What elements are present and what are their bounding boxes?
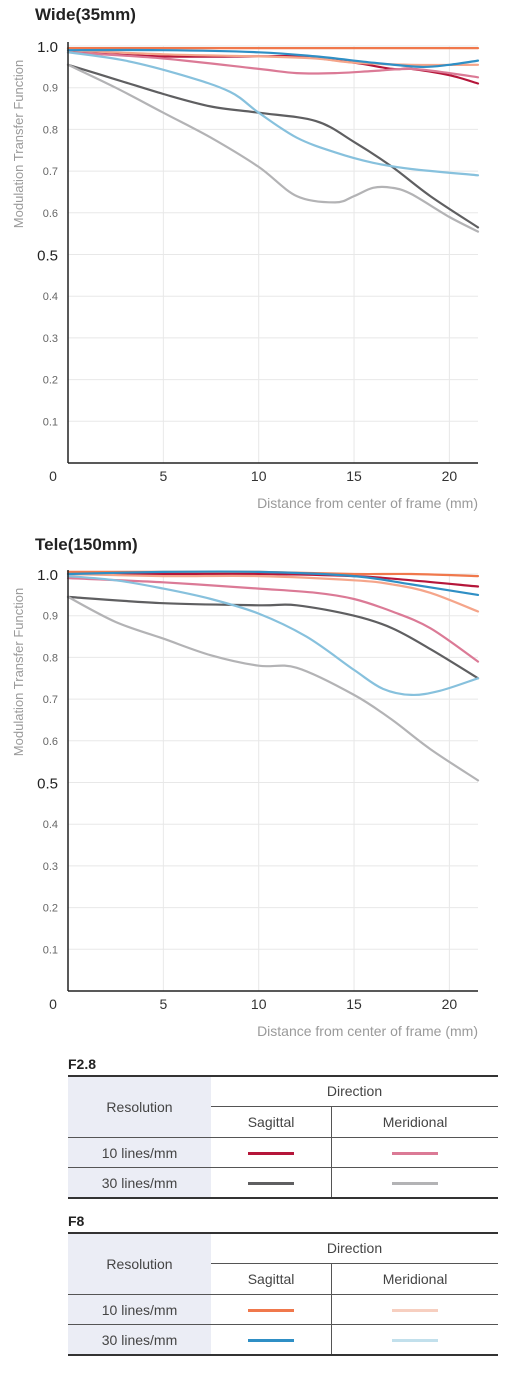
series-line-f8-10-mer xyxy=(66,572,480,613)
series-line-f8-30-mer xyxy=(66,51,480,177)
meridional-header: Meridional xyxy=(331,1263,498,1296)
grid xyxy=(68,45,478,463)
x-tick-label: 0 xyxy=(49,468,57,484)
row-label: 10 lines/mm xyxy=(68,1294,211,1325)
x-axis-label: Distance from center of frame (mm) xyxy=(257,495,478,511)
y-tick-label: 0.1 xyxy=(43,416,58,428)
row-label: 30 lines/mm xyxy=(68,1167,211,1199)
y-axis-label: Modulation Transfer Function xyxy=(11,588,26,756)
x-tick-label: 5 xyxy=(159,468,167,484)
axes xyxy=(67,42,478,464)
series-line-f28-10-sag xyxy=(66,572,480,588)
series-lines xyxy=(66,570,480,782)
tele-mtf-chart: Tele(150mm) 0.1 0.2 0.3 0.4 0.5 0.6 0.7 0.8 0.9 1… xyxy=(11,535,480,1039)
y-tick-label: 0.8 xyxy=(43,124,58,136)
x-tick-label: 20 xyxy=(442,996,458,1012)
x-tick-label: 0 xyxy=(49,996,57,1012)
sagittal-swatch xyxy=(248,1182,295,1186)
series-line-f28-10-mer xyxy=(66,51,480,79)
y-tick-label: 1.0 xyxy=(37,567,58,584)
x-axis-label: Distance from center of frame (mm) xyxy=(257,1023,478,1039)
y-tick-label: 0.9 xyxy=(43,83,58,95)
legend-row: 30 lines/mm xyxy=(68,1324,498,1356)
meridional-swatch xyxy=(392,1339,439,1343)
series-line-f8-30-sag xyxy=(66,48,480,69)
y-tick-label: 0.6 xyxy=(43,736,58,748)
y-tick-label: 0.3 xyxy=(43,333,58,345)
sagittal-swatch xyxy=(248,1339,295,1343)
series-line-f28-10-mer xyxy=(66,577,480,663)
meridional-swatch xyxy=(392,1152,439,1156)
y-tick-label: 0.6 xyxy=(43,208,58,220)
y-tick-label: 0.4 xyxy=(43,819,58,831)
legend-f8: F8 Resolution Direction Sagittal Meridio… xyxy=(68,1212,498,1356)
x-tick-label: 15 xyxy=(346,996,362,1012)
meridional-swatch xyxy=(392,1182,439,1186)
y-tick-label: 1.0 xyxy=(37,39,58,56)
y-tick-label: 0.8 xyxy=(43,652,58,664)
sagittal-swatch xyxy=(248,1152,295,1156)
x-tick-label: 10 xyxy=(251,996,267,1012)
chart-title: Wide(35mm) xyxy=(35,5,136,24)
legend-table: Resolution Direction Sagittal Meridional… xyxy=(68,1232,498,1356)
row-label: 10 lines/mm xyxy=(68,1137,211,1168)
resolution-header: Resolution xyxy=(68,1233,211,1295)
meridional-header: Meridional xyxy=(331,1106,498,1139)
x-tick-label: 5 xyxy=(159,996,167,1012)
legend-title: F2.8 xyxy=(68,1056,97,1072)
chart-title: Tele(150mm) xyxy=(35,535,138,554)
y-tick-label: 0.3 xyxy=(43,861,58,873)
legend-title: F8 xyxy=(68,1213,85,1229)
direction-header: Direction xyxy=(211,1233,498,1264)
y-tick-label: 0.2 xyxy=(43,903,58,915)
meridional-swatch xyxy=(392,1309,439,1313)
series-line-f28-30-sag xyxy=(66,595,480,680)
sagittal-swatch xyxy=(248,1309,295,1313)
sagittal-header: Sagittal xyxy=(211,1263,333,1296)
legend-row: 30 lines/mm xyxy=(68,1167,498,1199)
y-tick-label: 0.4 xyxy=(43,291,58,303)
wide-mtf-chart: Wide(35mm) 0.1 0.2 0.3 0.4 0.5 0.6 0.7 0.8 0.9 1.… xyxy=(11,5,480,511)
x-tick-label: 15 xyxy=(346,468,362,484)
series-line-f8-10-mer xyxy=(66,49,480,67)
series-line-f8-30-sag xyxy=(66,570,480,596)
y-axis-label: Modulation Transfer Function xyxy=(11,60,26,228)
tick-labels: 0.1 0.2 0.3 0.4 0.5 0.6 0.7 0.8 0.9 1.0 0 5 10 15 20 xyxy=(37,567,457,1012)
sagittal-header: Sagittal xyxy=(211,1106,333,1139)
series-line-f8-30-mer xyxy=(66,575,480,697)
series-line-f28-30-mer xyxy=(66,63,480,233)
x-tick-label: 20 xyxy=(442,468,458,484)
grid xyxy=(68,573,478,991)
series-lines xyxy=(66,46,480,233)
legend-f28: F2.8 Resolution Direction Sagittal Merid… xyxy=(68,1055,498,1199)
y-tick-label: 0.5 xyxy=(37,248,58,265)
tick-labels: 0.1 0.2 0.3 0.4 0.5 0.6 0.7 0.8 0.9 1.0 0 5 10 15 20 xyxy=(37,39,457,484)
y-tick-label: 0.1 xyxy=(43,944,58,956)
x-tick-label: 10 xyxy=(251,468,267,484)
series-line-f28-30-sag xyxy=(66,63,480,229)
resolution-header: Resolution xyxy=(68,1076,211,1138)
legend-row: 10 lines/mm xyxy=(68,1137,498,1168)
y-tick-label: 0.9 xyxy=(43,611,58,623)
series-line-f28-30-mer xyxy=(66,595,480,782)
y-tick-label: 0.2 xyxy=(43,375,58,387)
legend-table: Resolution Direction Sagittal Meridional… xyxy=(68,1075,498,1199)
axes xyxy=(67,570,478,992)
direction-header: Direction xyxy=(211,1076,498,1107)
y-tick-label: 0.5 xyxy=(37,776,58,793)
y-tick-label: 0.7 xyxy=(43,694,58,706)
y-tick-label: 0.7 xyxy=(43,166,58,178)
legend-row: 10 lines/mm xyxy=(68,1294,498,1325)
row-label: 30 lines/mm xyxy=(68,1324,211,1356)
